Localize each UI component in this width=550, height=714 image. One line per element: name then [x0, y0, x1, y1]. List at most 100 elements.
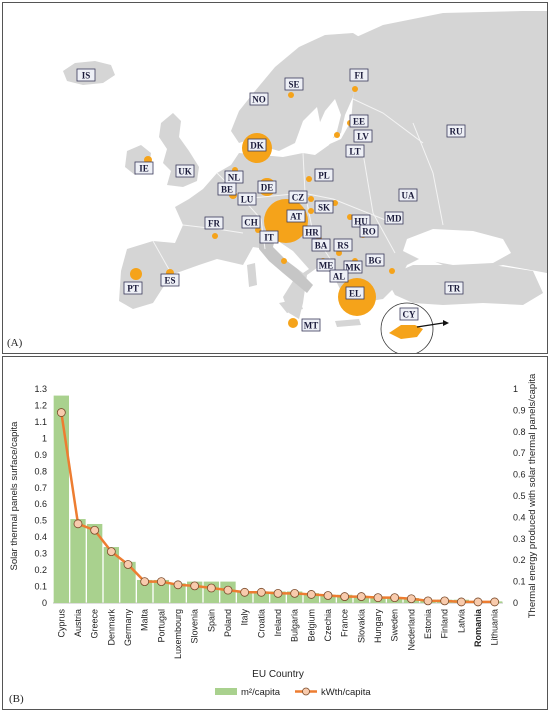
country-label-text: RS	[337, 241, 349, 251]
country-label-text: MT	[304, 321, 319, 331]
country-label-text: CH	[244, 218, 258, 228]
country-label-box	[329, 269, 349, 283]
country-label-lt: LT	[345, 144, 365, 158]
kwth-point-luxembourg	[173, 580, 183, 590]
bar-greece	[87, 523, 103, 603]
y-tick-label: 0.6	[34, 499, 47, 509]
chart-legend: m²/capita kWth/capita	[215, 687, 371, 698]
y2-axis-label: Thermal energy produced with solar therm…	[527, 373, 538, 618]
kwth-point-germany	[123, 560, 133, 569]
y-tick-label: 1.3	[34, 384, 47, 394]
country-label-box	[241, 215, 261, 229]
y2-tick-label: 0.7	[513, 448, 526, 458]
country-label-text: CY	[403, 310, 416, 320]
solar-bubble	[308, 196, 314, 202]
kwth-point-ireland	[273, 588, 283, 598]
panel-a-label: (A)	[7, 337, 23, 349]
country-label-text: DK	[250, 141, 264, 151]
country-label-box	[217, 182, 237, 196]
country-label-text: AT	[290, 212, 302, 222]
country-label-fr: FR	[204, 216, 224, 230]
country-label-ro: RO	[359, 224, 379, 238]
country-label-box	[286, 209, 306, 223]
country-label-md: MD	[384, 211, 404, 225]
kwth-point-nederland	[406, 594, 416, 604]
country-label-rs: RS	[333, 238, 353, 252]
y-tick-label: 0.1	[34, 582, 47, 592]
europe-map: IS SE FI NO RU EE LV DK LT IE UK NL PL BE DE UA LU CZ SK FR…	[63, 11, 547, 356]
country-label-text: BG	[368, 256, 381, 266]
country-label-text: EE	[353, 117, 365, 127]
country-label-text: BE	[221, 185, 233, 195]
country-label-box	[284, 77, 304, 91]
kwth-point-greece	[90, 525, 100, 535]
bar-italy	[237, 591, 253, 603]
kwth-point-denmark	[106, 547, 116, 557]
country-label-box	[257, 180, 277, 194]
tick-labels: 0 0.1 0.2 0.3 0.4 0.5 0.6 0.7 0.8 0.9 1 1.1 1.2 1.3 0 0…	[34, 384, 525, 659]
kwth-point-belgium	[306, 590, 316, 599]
country-label-ba: BA	[311, 238, 331, 252]
solar-bubble	[288, 92, 294, 98]
country-label-box	[175, 164, 195, 178]
country-label-text: NL	[228, 173, 241, 183]
legend-bar-label: m²/capita	[241, 687, 281, 698]
country-label-box	[345, 286, 365, 300]
country-labels: IS SE FI NO RU EE LV DK LT IE UK NL PL BE DE UA LU CZ SK FR…	[76, 68, 466, 332]
country-label-text: RU	[450, 127, 463, 137]
country-label-text: MD	[387, 214, 402, 224]
country-label-box	[353, 129, 373, 143]
x-tick-label: Slovakia	[356, 609, 366, 643]
country-label-text: UK	[178, 167, 192, 177]
country-label-box	[398, 188, 418, 202]
black-sea	[403, 229, 511, 265]
country-label-cy: CY	[399, 307, 419, 321]
x-tick-label: Cyprus	[56, 609, 66, 638]
kwth-point-latvia	[456, 597, 466, 607]
baltic-sea	[303, 99, 341, 155]
x-tick-label: Luxembourg	[173, 609, 183, 659]
crete-shape	[335, 319, 361, 327]
x-tick-label: Malta	[140, 609, 150, 631]
country-label-text: AL	[333, 272, 346, 282]
solar-chart: 0 0.1 0.2 0.3 0.4 0.5 0.6 0.7 0.8 0.9 1 1.1 1.2 1.3 0 0…	[9, 373, 538, 698]
kwth-point-finland	[440, 596, 450, 606]
country-label-at: AT	[286, 209, 306, 223]
country-label-text: HR	[305, 228, 319, 238]
country-label-box	[349, 68, 369, 82]
legend-line-label: kWth/capita	[321, 687, 371, 698]
bar-portugal	[153, 579, 169, 603]
y2-tick-label: 0.5	[513, 491, 526, 501]
bar-austria	[70, 519, 86, 603]
country-label-text: FI	[355, 71, 364, 81]
solar-bubble	[308, 208, 314, 214]
y2-tick-label: 0.8	[513, 427, 526, 437]
bar-croatia	[253, 591, 269, 603]
x-tick-label: Bulgaria	[290, 609, 300, 642]
kwth-point-sweden	[390, 593, 400, 603]
kwth-point-malta	[140, 577, 150, 587]
solar-bubble	[336, 250, 342, 256]
legend-line-marker	[302, 687, 310, 696]
x-tick-label: Hungary	[373, 609, 383, 644]
x-tick-label: Denmark	[106, 609, 116, 646]
solar-bubble	[212, 233, 218, 239]
country-label-ru: RU	[446, 124, 466, 138]
country-label-text: SE	[288, 80, 299, 90]
country-label-box	[316, 258, 336, 272]
country-label-text: IS	[82, 71, 91, 81]
x-tick-label: Spain	[206, 609, 216, 632]
bar-malta	[137, 579, 153, 603]
y2-tick-label: 0.2	[513, 555, 526, 565]
y-tick-label: 1.1	[34, 417, 47, 427]
country-label-box	[384, 211, 404, 225]
country-label-box	[399, 307, 419, 321]
land-masses	[63, 11, 547, 327]
solar-bubble	[281, 258, 287, 264]
country-label-bg: BG	[365, 253, 385, 267]
y2-tick-label: 1	[513, 384, 518, 394]
solar-bubble	[352, 86, 358, 92]
country-label-ua: UA	[398, 188, 418, 202]
bar-germany	[120, 561, 136, 603]
y2-tick-label: 0.3	[513, 534, 526, 544]
